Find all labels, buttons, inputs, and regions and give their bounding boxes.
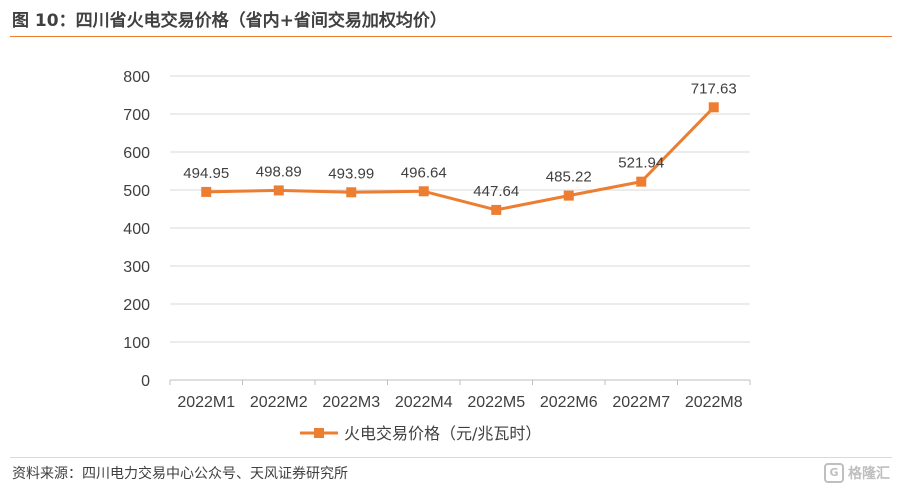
x-tick-labels: 2022M1 2022M2 2022M3 2022M4 2022M5 2022M6 2022… <box>177 394 742 411</box>
y-tick-label: 0 <box>141 373 150 390</box>
x-tick-label: 2022M2 <box>250 394 308 411</box>
y-tick-label: 800 <box>123 69 150 86</box>
source-note: 资料来源：四川电力交易中心公众号、天风证券研究所 <box>12 466 348 482</box>
title-divider <box>10 36 892 37</box>
legend: 火电交易价格（元/兆瓦时） <box>300 424 541 443</box>
legend-marker <box>314 428 324 438</box>
watermark-text: 格隆汇 <box>848 466 890 482</box>
y-tick-label: 600 <box>123 145 150 162</box>
x-tick-label: 2022M3 <box>322 394 380 411</box>
y-tick-label: 300 <box>123 259 150 276</box>
legend-label: 火电交易价格（元/兆瓦时） <box>344 424 541 443</box>
data-point <box>563 190 574 201</box>
data-point <box>418 186 429 197</box>
watermark-logo: G 格隆汇 <box>824 463 890 483</box>
data-point <box>201 186 212 197</box>
x-tick-label: 2022M7 <box>612 394 670 411</box>
y-tick-labels: 0 100 200 300 400 500 600 700 800 <box>123 69 150 390</box>
series-line-path <box>206 106 715 212</box>
series-line <box>201 102 719 215</box>
gridlines <box>170 75 750 343</box>
data-label: 498.89 <box>256 163 302 180</box>
data-point <box>273 185 284 196</box>
x-tick-label: 2022M8 <box>685 394 743 411</box>
data-label: 493.99 <box>328 165 374 182</box>
data-point <box>491 204 502 215</box>
x-tick-label: 2022M5 <box>467 394 525 411</box>
data-label: 447.64 <box>473 183 519 200</box>
data-label: 717.63 <box>691 80 737 97</box>
x-tick-label: 2022M6 <box>540 394 598 411</box>
figure-title: 图 10：四川省火电交易价格（省内+省间交易加权均价） <box>12 11 447 31</box>
data-label: 485.22 <box>546 169 592 186</box>
data-point <box>346 187 357 198</box>
axes <box>169 379 751 385</box>
data-labels: 494.95 498.89 493.99 496.64 447.64 485.22 521.… <box>183 80 736 200</box>
y-tick-label: 200 <box>123 297 150 314</box>
footer-divider <box>10 457 892 458</box>
x-tick-label: 2022M1 <box>177 394 235 411</box>
data-label: 494.95 <box>183 165 229 182</box>
watermark-badge: G <box>824 463 844 483</box>
data-point <box>708 102 719 113</box>
data-label: 496.64 <box>401 164 447 181</box>
data-label: 521.94 <box>618 155 664 172</box>
y-tick-label: 700 <box>123 107 150 124</box>
y-tick-label: 100 <box>123 335 150 352</box>
y-tick-label: 500 <box>123 183 150 200</box>
x-tick-label: 2022M4 <box>395 394 453 411</box>
y-tick-label: 400 <box>123 221 150 238</box>
data-point <box>636 176 647 187</box>
